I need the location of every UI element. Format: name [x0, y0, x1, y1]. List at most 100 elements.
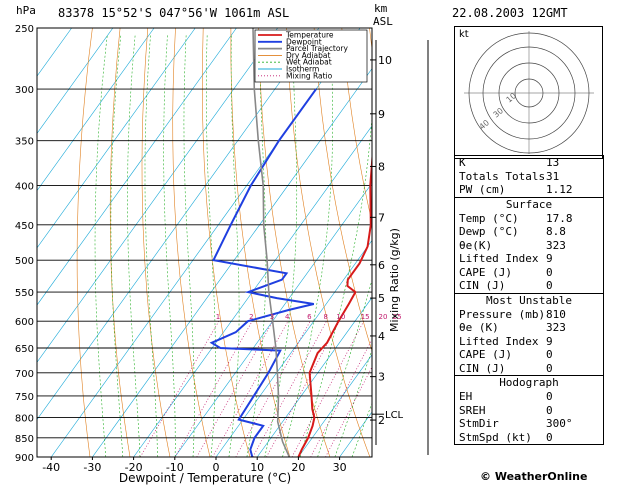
hodo-row: StmDir 300° — [455, 417, 603, 431]
isotherm-line — [37, 28, 114, 134]
mu-label: CIN (J) — [459, 361, 506, 375]
hodo-value: 0 — [546, 403, 553, 417]
height-km-label: 7 — [378, 211, 385, 224]
x-tick-label: 10 — [250, 461, 264, 474]
dry-adiabat-line — [619, 28, 629, 457]
mixing-ratio-label: 20 — [379, 313, 388, 321]
mixing-ratio-label: 15 — [361, 313, 370, 321]
mixing-ratio-line — [235, 321, 311, 457]
mu-row: θe (K) 323 — [455, 321, 603, 335]
index-label: Totals Totals — [459, 169, 546, 183]
wet-adiabat-line — [110, 34, 124, 457]
dry-adiabat-line — [141, 28, 171, 457]
station-title: 83378 15°52'S 047°56'W 1061m ASL — [58, 6, 290, 20]
mu-row: Pressure (mb) 810 — [455, 308, 603, 322]
surface-label: Temp (°C) — [459, 211, 519, 225]
hodo-value: 300° — [546, 417, 573, 430]
hodograph-section-title: Hodograph — [455, 375, 603, 390]
x-tick-label: -30 — [83, 461, 101, 474]
asl-unit-label: ASL — [373, 15, 393, 28]
legend-label: Parcel Trajectory — [286, 44, 348, 53]
mu-label: CAPE (J) — [459, 348, 512, 361]
indices-table: K 13 Totals Totals 31 PW (cm) 1.12 Surface … — [454, 155, 604, 445]
temperature-profile — [297, 149, 372, 457]
surface-label: Lifted Index — [459, 252, 539, 265]
mu-value: 323 — [546, 321, 566, 334]
surface-label: CIN (J) — [459, 279, 506, 292]
surface-value: 0 — [546, 265, 553, 279]
surface-row: Temp (°C) 17.8 — [455, 212, 603, 226]
wet-adiabat-line — [351, 402, 372, 457]
isotherm-line — [37, 28, 278, 363]
index-value: 1.12 — [546, 183, 573, 196]
x-tick-label: 0 — [213, 461, 220, 474]
surface-row: CIN (J) 0 — [455, 279, 603, 293]
pressure-tick-label: 650 — [15, 344, 34, 355]
hodo-row: StmSpd (kt) 0 — [455, 431, 603, 445]
legend-label: Temperature — [285, 31, 334, 40]
parcel-trajectory-profile — [252, 28, 291, 457]
pressure-tick-label: 800 — [15, 414, 34, 425]
km-unit-label: km — [374, 2, 388, 15]
mu-row: CIN (J) 0 — [455, 362, 603, 376]
wet-adiabat-line — [334, 348, 372, 457]
isotherm-line — [215, 239, 372, 457]
mixing-ratio-label: 25 — [393, 313, 402, 321]
wet-adiabat-line — [183, 34, 195, 457]
pressure-tick-label: 400 — [15, 181, 34, 192]
index-row: PW (cm) 1.12 — [455, 183, 603, 197]
surface-value: 17.8 — [546, 211, 573, 225]
wet-adiabat-line — [228, 34, 240, 457]
wet-adiabat-line — [163, 34, 176, 457]
mixing-ratio-label: 1 — [216, 313, 220, 321]
pressure-tick-label: 850 — [15, 434, 34, 445]
mu-value: 9 — [546, 334, 553, 348]
pressure-tick-label: 500 — [15, 256, 34, 267]
wet-adiabat-line — [246, 34, 267, 457]
index-row: Totals Totals 31 — [455, 170, 603, 184]
dry-adiabat-line — [313, 28, 372, 352]
mu-row: CAPE (J) 0 — [455, 348, 603, 362]
hodograph-unit: kt — [459, 29, 469, 40]
surface-label: Dewp (°C) — [459, 225, 519, 238]
mu-value: 810 — [546, 307, 566, 321]
mixing-ratio-axis-title: Mixing Ratio (g/kg) — [388, 228, 401, 332]
mixing-ratio-line — [139, 321, 220, 457]
wet-adiabat-line — [299, 113, 372, 457]
hodo-label: EH — [459, 390, 473, 403]
hodo-row: SREH 0 — [455, 404, 603, 418]
dry-adiabat-line — [341, 28, 372, 224]
height-km-label: 9 — [378, 108, 385, 121]
wet-adiabat-line — [317, 278, 372, 457]
hodo-value: 0 — [546, 430, 553, 444]
surface-value: 0 — [546, 279, 553, 292]
index-label: PW (cm) — [459, 183, 506, 196]
pressure-tick-label: 300 — [15, 85, 34, 96]
surface-label: θe(K) — [459, 238, 493, 252]
dry-adiabat-line — [286, 28, 371, 457]
height-km-label: 2 — [378, 414, 385, 427]
most-unstable-section-title: Most Unstable — [455, 292, 603, 308]
pressure-tick-label: 600 — [15, 317, 34, 328]
pressure-tick-label: 900 — [15, 453, 34, 464]
mixing-ratio-label: 10 — [336, 313, 345, 321]
dry-adiabat-line — [258, 28, 331, 457]
surface-label: CAPE (J) — [459, 265, 512, 279]
mixing-ratio-label: 2 — [249, 313, 253, 321]
height-km-label: 6 — [378, 259, 385, 272]
wet-adiabat-line — [127, 34, 141, 457]
mu-value: 0 — [546, 348, 553, 361]
mixing-ratio-label: 6 — [307, 313, 312, 321]
surface-row: CAPE (J) 0 — [455, 266, 603, 280]
pressure-tick-label: 450 — [15, 221, 34, 232]
wet-adiabat-line — [264, 34, 298, 457]
hodo-label: StmSpd (kt) — [459, 430, 532, 444]
hodo-label: StmDir — [459, 417, 499, 430]
surface-value: 8.8 — [546, 225, 566, 238]
isotherm-line — [37, 28, 320, 421]
index-value: 13 — [546, 156, 560, 169]
mixing-ratio-label: 8 — [323, 313, 327, 321]
pressure-unit-label: hPa — [16, 4, 36, 17]
mu-value: 0 — [546, 361, 553, 375]
dewpoint-profile — [209, 88, 317, 457]
